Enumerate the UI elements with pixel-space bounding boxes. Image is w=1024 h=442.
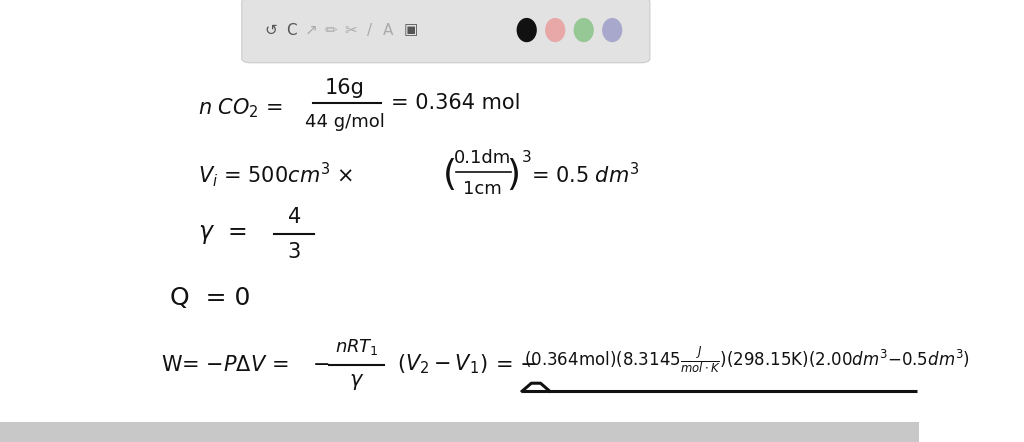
Text: W= $-P\Delta V$ =: W= $-P\Delta V$ =: [161, 354, 289, 375]
Text: ): ): [506, 158, 520, 191]
Text: (: (: [443, 158, 458, 191]
Text: 4: 4: [288, 206, 301, 227]
Text: $\gamma$  =: $\gamma$ =: [198, 222, 246, 246]
Text: $nRT_1$: $nRT_1$: [335, 337, 379, 357]
Text: $\gamma$: $\gamma$: [349, 372, 365, 392]
Text: A: A: [383, 23, 393, 38]
Text: $(V_2 - V_1)$: $(V_2 - V_1)$: [397, 353, 487, 377]
Text: 3: 3: [288, 242, 301, 262]
Text: 44 g/mol: 44 g/mol: [305, 114, 385, 131]
Text: ▣: ▣: [403, 23, 418, 38]
Ellipse shape: [545, 18, 565, 42]
Ellipse shape: [602, 18, 623, 42]
Text: ✂: ✂: [345, 23, 357, 38]
Text: 3: 3: [522, 150, 531, 165]
FancyBboxPatch shape: [242, 0, 650, 63]
Text: = 0.5 $dm^3$: = 0.5 $dm^3$: [531, 162, 640, 187]
Text: Q  = 0: Q = 0: [170, 286, 251, 310]
FancyBboxPatch shape: [0, 422, 920, 442]
Text: 16g: 16g: [325, 78, 365, 99]
Text: C: C: [286, 23, 297, 38]
Text: ↗: ↗: [305, 23, 318, 38]
Ellipse shape: [573, 18, 594, 42]
Text: 0.1dm: 0.1dm: [454, 149, 511, 167]
FancyBboxPatch shape: [0, 0, 920, 422]
Text: n $\mathit{CO_2}$ =: n $\mathit{CO_2}$ =: [198, 96, 283, 120]
Text: 1cm: 1cm: [463, 180, 502, 198]
Text: = −: = −: [497, 354, 539, 375]
Text: −: −: [313, 354, 331, 375]
Text: ↺: ↺: [265, 23, 278, 38]
Ellipse shape: [517, 18, 537, 42]
Text: ✏: ✏: [325, 23, 337, 38]
Text: = 0.364 mol: = 0.364 mol: [391, 92, 520, 113]
Text: /: /: [367, 23, 372, 38]
Text: $\mathit{V_i}$ = 500$cm^3$ ×: $\mathit{V_i}$ = 500$cm^3$ ×: [198, 160, 353, 189]
Text: (0.364mol)(8.3145$\frac{J}{mol\cdot K}$)(298.15K)(2.00$dm^3$−0.5$dm^3$): (0.364mol)(8.3145$\frac{J}{mol\cdot K}$)…: [524, 344, 970, 375]
